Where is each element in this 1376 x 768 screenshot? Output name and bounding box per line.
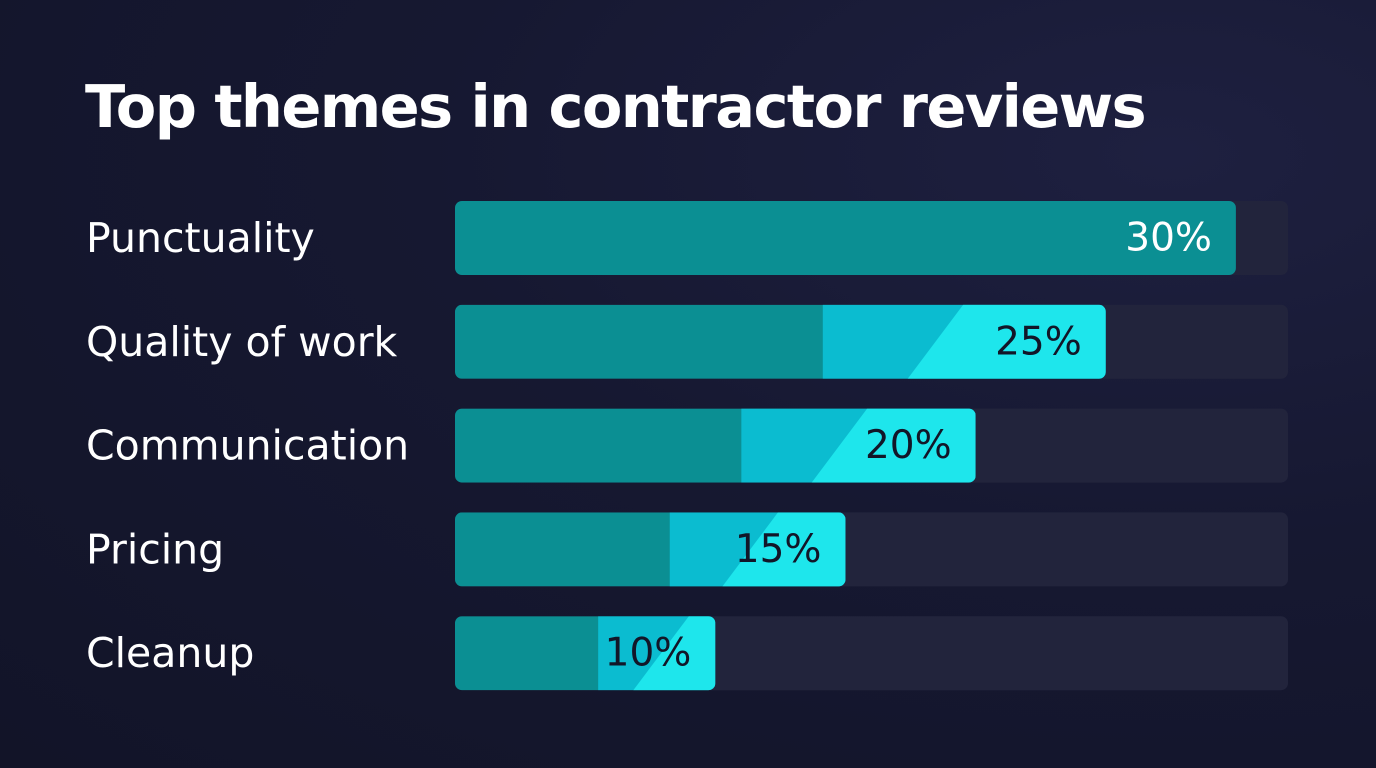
bar-row: Communication 20% [86, 408, 1288, 483]
value-label: 25% [995, 319, 1082, 364]
bar-row: Pricing 15% [86, 512, 1288, 587]
bar-accent [633, 616, 716, 691]
bar-row: Cleanup 10% [86, 616, 1288, 691]
category-label: Punctuality [86, 214, 315, 262]
category-label: Quality of work [86, 318, 398, 366]
bar [455, 616, 716, 691]
bar-accent [907, 304, 1106, 379]
category-label: Communication [86, 422, 409, 470]
value-label: 30% [1125, 216, 1212, 261]
value-label: 10% [605, 631, 692, 676]
value-label: 20% [865, 423, 952, 468]
category-label: Pricing [86, 525, 224, 573]
bar-accent [722, 512, 846, 587]
bar-row: Quality of work 25% [86, 304, 1288, 379]
category-label: Cleanup [86, 629, 254, 677]
bar-row: Punctuality 30% [86, 201, 1288, 275]
bar [455, 304, 1106, 379]
bar-accent [811, 408, 976, 483]
value-label: 15% [735, 527, 822, 572]
bar-fill [455, 201, 1236, 275]
chart-title: Top themes in contractor reviews [85, 72, 1147, 141]
bar [455, 512, 846, 587]
bar [455, 408, 976, 483]
bar [455, 201, 1236, 275]
